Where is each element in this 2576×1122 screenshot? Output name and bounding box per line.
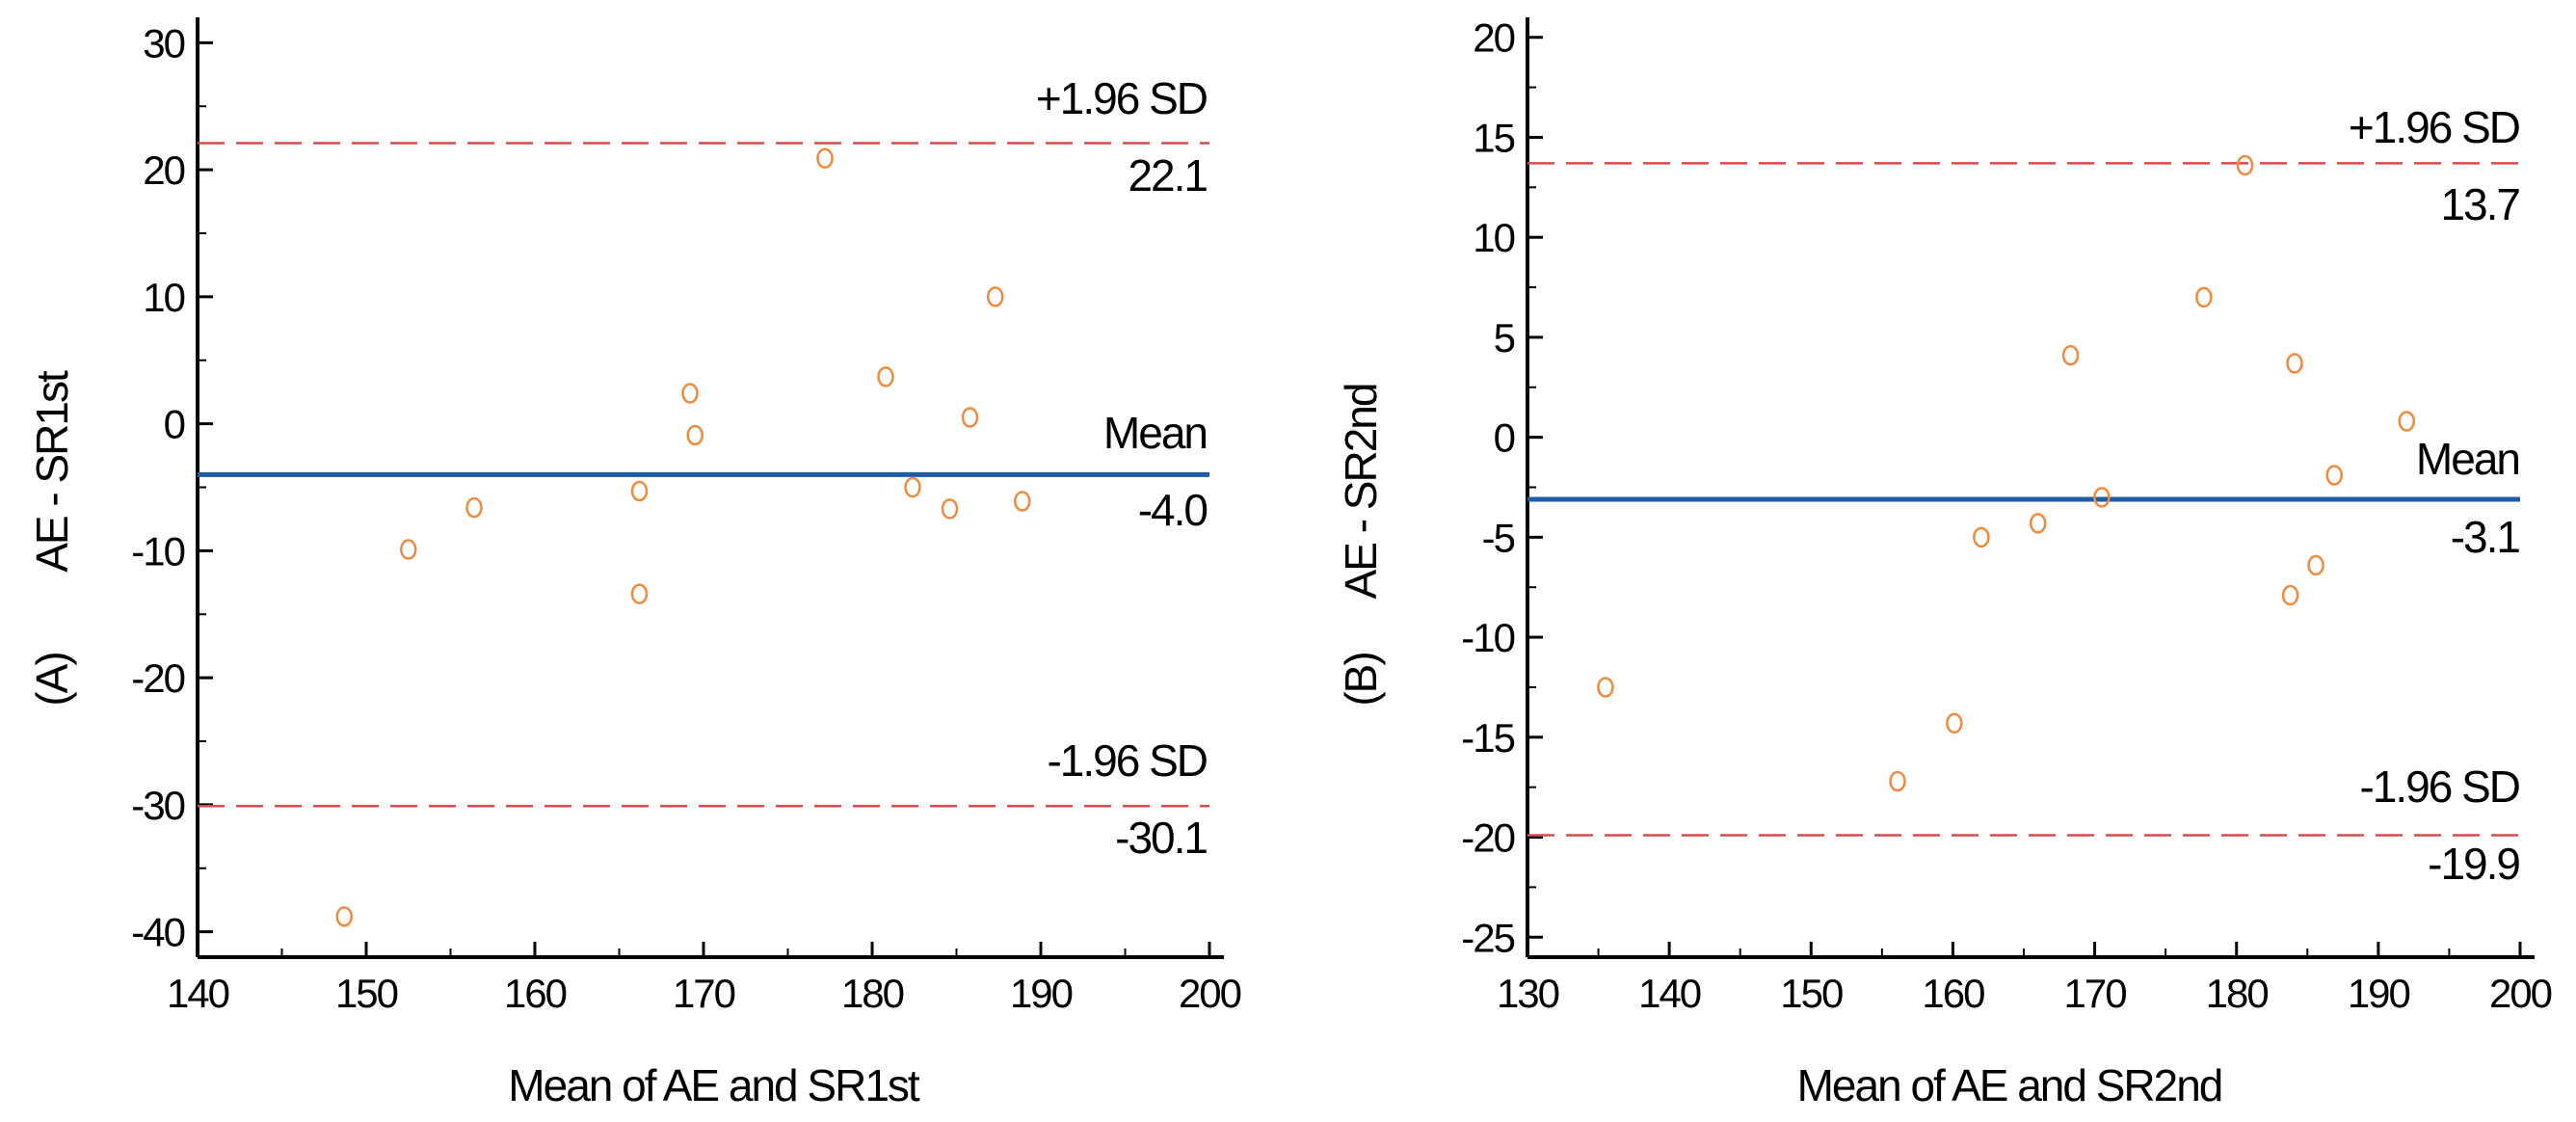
panel-b-x-tick-label: 130 (1497, 971, 1559, 1016)
panel-b-y-tick-label: 0 (1494, 415, 1515, 461)
panel-b-data-point (1889, 770, 1906, 792)
panel-b-upper-loa-value: 13.7 (2440, 179, 2519, 229)
panel-a-data-point (686, 424, 704, 446)
panel-a-data-point (465, 496, 483, 519)
panel-a-x-tick-label: 170 (673, 971, 735, 1016)
panel-a-x-tick-label: 200 (1179, 971, 1241, 1016)
panel-b-y-tick-label: 10 (1473, 215, 1514, 260)
panel-a-x-tick-label: 180 (841, 971, 904, 1016)
panel-b-lower-loa-value: -19.9 (2428, 839, 2519, 889)
panel-b-mean-name: Mean (2416, 434, 2519, 484)
panel-b-data-point (2307, 554, 2324, 576)
panel-a-data-point (630, 583, 649, 604)
panel-a-x-tick-label: 160 (504, 971, 567, 1016)
panel-b: (B) AE - SR2nd Mean of AE and SR2nd +1.9… (1336, 15, 2554, 1110)
panel-a: (A) AE - SR1st Mean of AE and SR1st +1.9… (27, 17, 1243, 1110)
panel-a-y-tick-label: -20 (131, 655, 184, 701)
panel-a-label: (A) (27, 653, 77, 706)
panel-a-y-axis-title: AE - SR1st (27, 370, 77, 573)
panel-a-lower-loa-value: -30.1 (1115, 813, 1207, 863)
panel-a-lower-loa-name: -1.96 SD (1047, 735, 1207, 786)
panel-b-y-tick-label: -5 (1482, 515, 1515, 560)
panel-a-data-point (630, 480, 649, 502)
panel-b-y-tick-label: -25 (1461, 915, 1514, 960)
panel-b-x-tick-label: 160 (1922, 971, 1984, 1016)
panel-a-x-tick-label: 140 (167, 971, 229, 1016)
panel-b-x-tick-label: 200 (2489, 971, 2552, 1016)
panel-b-data-point (2029, 513, 2047, 534)
panel-b-mean-value: -3.1 (2451, 512, 2520, 562)
panel-b-y-tick-label: 5 (1494, 315, 1515, 361)
panel-a-data-point (1014, 491, 1031, 512)
panel-b-lower-loa-name: -1.96 SD (2359, 761, 2519, 812)
panel-b-y-tick-label: 20 (1473, 15, 1514, 61)
panel-a-data-point (961, 407, 979, 428)
panel-b-label: (B) (1336, 653, 1386, 706)
panel-b-x-tick-label: 180 (2206, 971, 2269, 1016)
panel-a-data-point (987, 286, 1004, 307)
panel-b-x-tick-label: 150 (1780, 971, 1843, 1016)
panel-a-data-point (681, 383, 699, 404)
panel-a-upper-loa-name: +1.96 SD (1036, 73, 1208, 123)
panel-a-y-tick-label: 20 (143, 147, 184, 193)
panel-b-y-tick-label: -20 (1461, 815, 1514, 861)
panel-b-y-tick-label: -15 (1461, 715, 1514, 761)
panel-b-data-point (2093, 487, 2111, 508)
panel-b-data-point (2195, 286, 2213, 308)
panel-b-data-point (2236, 154, 2254, 176)
panel-a-x-tick-label: 150 (335, 971, 398, 1016)
panel-b-y-tick-label: 15 (1473, 115, 1514, 160)
panel-a-mean-value: -4.0 (1138, 485, 1208, 535)
panel-b-y-axis-title: AE - SR2nd (1336, 385, 1386, 600)
panel-b-data-point (2325, 465, 2343, 486)
panel-a-data-point (335, 906, 353, 927)
panel-b-upper-loa-name: +1.96 SD (2349, 102, 2520, 152)
panel-a-x-tick-label: 190 (1010, 971, 1073, 1016)
panel-a-data-point (400, 539, 417, 560)
panel-b-data-point (2281, 584, 2299, 606)
panel-a-y-tick-label: 0 (164, 402, 185, 447)
panel-a-x-axis-title: Mean of AE and SR1st (508, 1060, 920, 1110)
panel-a-data-point (877, 366, 894, 387)
panel-b-x-axis-title: Mean of AE and SR2nd (1797, 1060, 2222, 1110)
panel-b-data-point (1597, 677, 1614, 698)
panel-a-data-point (904, 476, 921, 498)
panel-a-data-point (941, 498, 959, 520)
panel-b-data-point (2286, 353, 2303, 374)
panel-a-mean-name: Mean (1103, 408, 1207, 458)
panel-a-y-tick-label: 30 (143, 20, 184, 66)
panel-b-data-point (1946, 712, 1963, 735)
panel-a-data-point (816, 147, 834, 169)
panel-b-x-tick-label: 140 (1638, 971, 1701, 1016)
panel-a-upper-loa-value: 22.1 (1128, 150, 1207, 200)
panel-b-x-tick-label: 170 (2064, 971, 2127, 1016)
panel-a-y-tick-label: -30 (131, 783, 184, 828)
panel-b-y-tick-label: -10 (1461, 615, 1514, 660)
panel-a-y-tick-label: -40 (131, 910, 184, 955)
panel-b-data-point (1973, 526, 1990, 548)
panel-b-data-point (2061, 344, 2080, 366)
panel-b-data-point (2398, 411, 2416, 432)
panel-a-y-tick-label: -10 (131, 528, 184, 574)
panel-a-y-tick-label: 10 (143, 275, 184, 320)
panel-b-x-tick-label: 190 (2348, 971, 2410, 1016)
